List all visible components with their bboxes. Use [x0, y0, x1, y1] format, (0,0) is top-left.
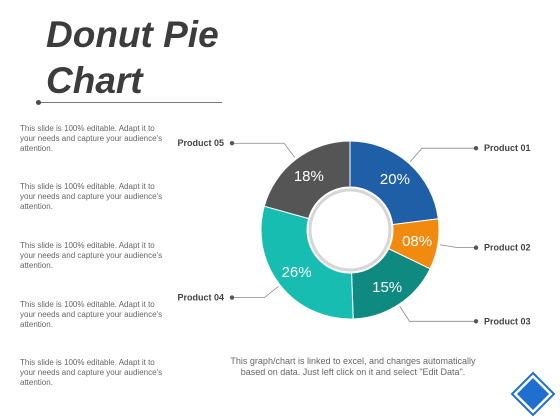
title-underline-dot	[36, 100, 41, 105]
description-text: This slide is 100% editable. Adapt it to…	[20, 124, 163, 153]
slice-name-label: Product 02	[484, 243, 531, 253]
donut-slice	[263, 140, 351, 220]
callout-dot	[229, 295, 235, 300]
callout-line	[439, 244, 476, 249]
slice-name-label: Product 05	[177, 138, 224, 148]
slice-percent-label: 26%	[282, 264, 312, 281]
callout-dot	[473, 319, 479, 324]
slide-title: Donut Pie Chart	[46, 12, 246, 104]
title-underline	[38, 102, 222, 103]
callout-line	[399, 306, 476, 322]
description-text: This slide is 100% editable. Adapt it to…	[20, 300, 163, 329]
donut-slice	[349, 140, 439, 226]
title-line-2: Chart	[46, 60, 143, 101]
donut-hole	[308, 188, 392, 272]
diamond-badge-icon	[510, 371, 556, 417]
callout-dot	[473, 146, 479, 151]
callout-line	[232, 286, 279, 298]
callout-dot	[473, 245, 479, 250]
description-text: This slide is 100% editable. Adapt it to…	[20, 358, 163, 387]
title-line-1: Donut Pie	[46, 14, 219, 55]
callout-line	[232, 142, 296, 158]
footer-note: This graph/chart is linked to excel, and…	[230, 356, 476, 377]
callout-dot	[229, 141, 235, 146]
slice-percent-label: 20%	[380, 171, 410, 188]
description-text: This slide is 100% editable. Adapt it to…	[20, 182, 163, 211]
donut-slice	[260, 205, 354, 320]
slice-name-label: Product 04	[177, 293, 224, 303]
slice-percent-label: 18%	[294, 168, 324, 185]
callout-line	[409, 147, 476, 162]
slice-name-label: Product 01	[484, 143, 531, 153]
slice-name-label: Product 03	[484, 316, 531, 326]
description-text: This slide is 100% editable. Adapt it to…	[20, 241, 163, 270]
slice-percent-label: 15%	[372, 279, 402, 296]
slice-percent-label: 08%	[402, 233, 432, 250]
